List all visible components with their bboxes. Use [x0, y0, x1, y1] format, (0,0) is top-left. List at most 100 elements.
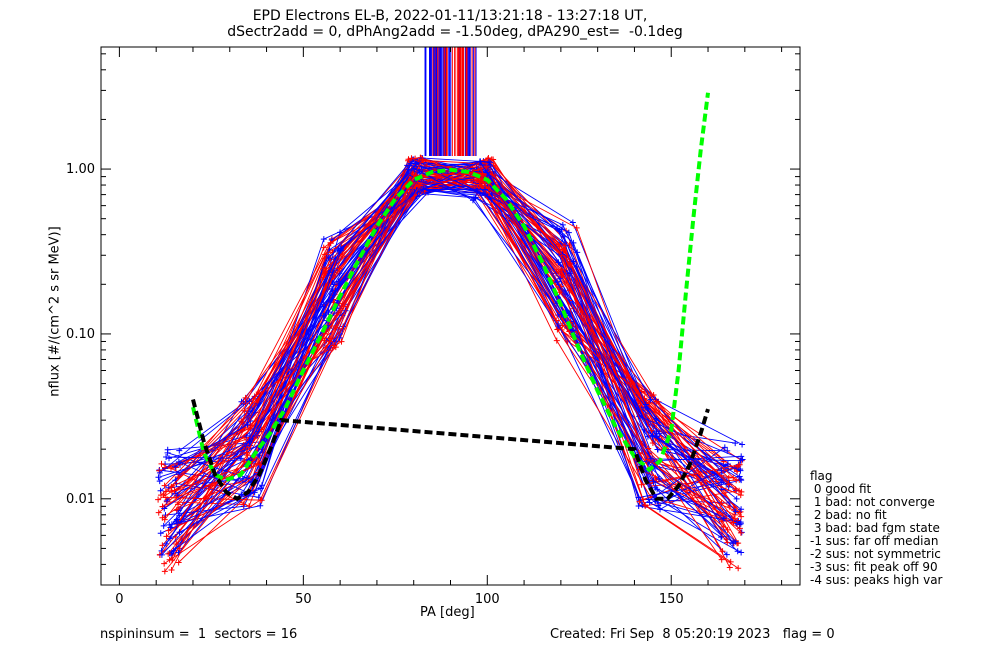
data-point: [338, 338, 345, 345]
data-point: [559, 221, 566, 228]
data-point: [255, 494, 262, 501]
data-point: [730, 519, 737, 526]
data-point: [723, 551, 730, 558]
data-point: [559, 251, 566, 258]
data-point: [337, 229, 344, 236]
data-point: [721, 444, 728, 451]
legend-item: -3 sus: fit peak off 90: [810, 560, 938, 574]
legend-item: -4 sus: peaks high var: [810, 573, 943, 587]
data-point: [729, 539, 736, 546]
series-line: [170, 157, 738, 488]
data-point: [172, 463, 179, 470]
data-point: [162, 488, 169, 495]
data-point: [160, 522, 167, 529]
data-point: [161, 505, 168, 512]
x-tick-label: 0: [115, 592, 123, 607]
data-point: [476, 158, 483, 165]
data-point: [738, 477, 745, 484]
data-point: [481, 186, 488, 193]
data-point: [336, 279, 343, 286]
footer-right: Created: Fri Sep 8 05:20:19 2023 flag = …: [550, 627, 835, 642]
data-point: [738, 513, 745, 520]
data-point: [650, 478, 657, 485]
data-point: [724, 539, 731, 546]
data-point: [718, 467, 725, 474]
data-point: [255, 389, 262, 396]
data-point: [155, 496, 162, 503]
data-point: [322, 251, 329, 258]
x-tick-label: 50: [295, 592, 312, 607]
series-line: [158, 174, 728, 531]
data-point: [732, 508, 739, 515]
data-point: [164, 449, 171, 456]
data-point: [645, 445, 652, 452]
flag-legend: flag 0 good fit 1 bad: not converge 2 ba…: [810, 470, 942, 587]
data-point: [161, 568, 168, 575]
data-point: [242, 394, 249, 401]
data-point: [156, 469, 163, 476]
data-point: [173, 506, 180, 513]
data-point: [237, 455, 244, 462]
series-line: [167, 168, 724, 555]
data-point: [163, 497, 170, 504]
y-tick-label: 0.10: [66, 327, 95, 342]
data-point: [161, 482, 168, 489]
data-point: [331, 342, 338, 349]
data-point: [172, 464, 179, 471]
fit-curve-black: [191, 399, 710, 502]
series-line: [163, 160, 729, 527]
data-point: [405, 156, 412, 163]
data-point: [556, 228, 563, 235]
data-point: [410, 165, 417, 172]
data-point: [642, 501, 649, 508]
data-point: [655, 502, 662, 509]
x-axis-label: PA [deg]: [420, 605, 475, 620]
data-point: [479, 182, 486, 189]
data-point: [474, 187, 481, 194]
data-point: [561, 242, 568, 249]
x-tick-label: 150: [659, 592, 684, 607]
data-point: [483, 163, 490, 170]
data-point: [553, 337, 560, 344]
data-point: [157, 530, 164, 537]
series-line: [171, 181, 738, 561]
axes: 0 50 100 150 0.01 0.10 1.00: [66, 46, 801, 607]
data-point: [727, 558, 734, 565]
data-point: [176, 447, 183, 454]
data-point: [168, 483, 175, 490]
legend-item: 2 bad: no fit: [810, 508, 887, 522]
y-axis-label: nflux [#/(cm^2 s sr MeV)]: [47, 226, 63, 397]
data-point: [736, 525, 743, 532]
data-point: [171, 487, 178, 494]
series-line: [171, 160, 737, 556]
data-point: [244, 421, 251, 428]
data-point: [162, 512, 169, 519]
data-point: [737, 529, 744, 536]
data-point: [734, 548, 741, 555]
data-point: [654, 486, 661, 493]
series-line: [169, 174, 737, 554]
legend-item: 3 bad: bad fgm state: [810, 521, 940, 535]
x-tick-label: 100: [475, 592, 500, 607]
data-point: [635, 502, 642, 509]
data-point: [720, 515, 727, 522]
series-line: [166, 189, 728, 502]
legend-item: -1 sus: far off median: [810, 534, 939, 548]
data-point: [419, 155, 426, 162]
series-line: [169, 163, 722, 539]
series-line: [175, 157, 730, 479]
data-point: [557, 275, 564, 282]
data-point: [161, 516, 168, 523]
data-point: [320, 236, 327, 243]
data-point: [163, 533, 170, 540]
data-point: [719, 548, 726, 555]
chart-subtitle: dSectr2add = 0, dPhAng2add = -1.50deg, d…: [227, 24, 683, 40]
series-line: [174, 165, 742, 534]
data-point: [168, 567, 175, 574]
data-point: [340, 303, 347, 310]
data-point: [408, 155, 415, 162]
data-point: [718, 479, 725, 486]
data-point: [739, 441, 746, 448]
data-point: [325, 255, 332, 262]
chart-title: EPD Electrons EL-B, 2022-01-11/13:21:18 …: [252, 8, 648, 24]
